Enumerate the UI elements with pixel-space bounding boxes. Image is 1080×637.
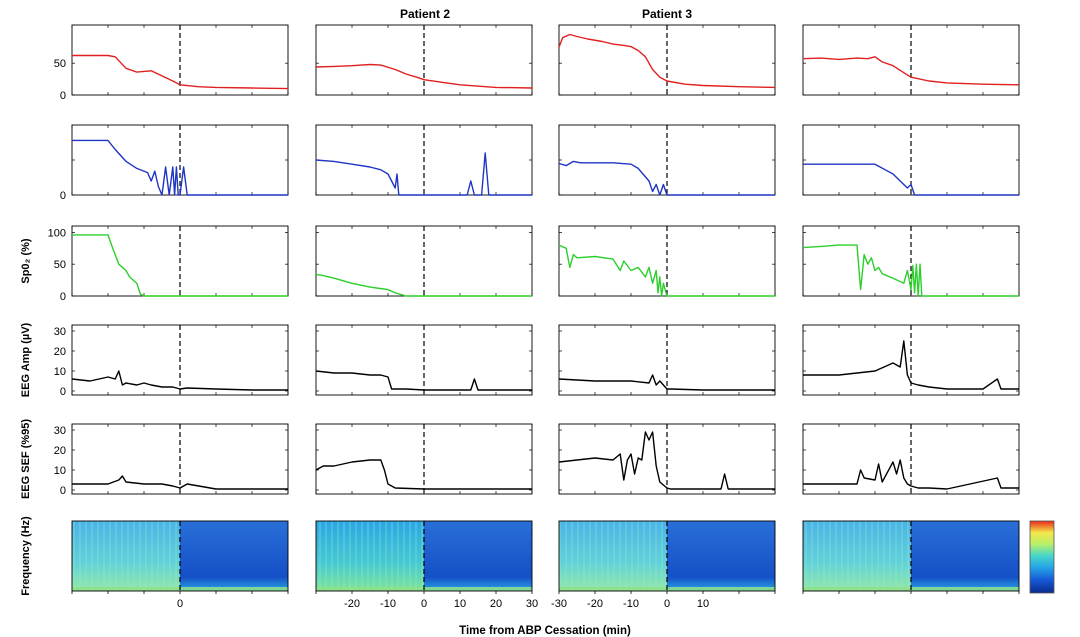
x-tick-label: -10 — [380, 598, 396, 610]
y-tick-label: 50 — [54, 58, 66, 70]
x-tick-label: 0 — [177, 598, 183, 610]
y-tick-label: 0 — [60, 485, 66, 497]
column-title-3: Patient 3 — [642, 7, 692, 21]
x-tick-label: 0 — [664, 598, 670, 610]
eeg_amp-series-line — [803, 340, 1019, 390]
x-tick-label: 0 — [421, 598, 427, 610]
spo2-ylabel: Sp0₂ (%) — [20, 238, 32, 284]
spectrogram-post-region — [424, 521, 532, 591]
eeg_sef-panel-4 — [802, 423, 1020, 495]
spectrogram-ylabel: Frequency (Hz) — [20, 516, 32, 596]
abp-series-line — [802, 56, 1020, 86]
y-tick-label: 20 — [54, 445, 66, 457]
eeg_sef-series-line — [803, 459, 1019, 490]
spo2-panel-1: 0 50 100 — [48, 225, 289, 303]
abp-panel-1: 0 50 — [54, 24, 289, 102]
spo2-series-line — [72, 234, 288, 297]
eeg_sef-panel-1: 0 10 20 30 — [54, 423, 289, 497]
abp-series-line — [72, 54, 289, 90]
colorbar-gradient — [1029, 520, 1055, 594]
x-tick-label: -20 — [344, 598, 360, 610]
eeg_amp-series-line — [71, 370, 288, 391]
spectrogram-panel-2: -20 -10 0 10 20 30 — [315, 520, 538, 610]
eeg_amp-series-line — [558, 374, 775, 391]
row2-series-line — [803, 163, 1019, 196]
eeg_amp-panel-4 — [802, 324, 1020, 396]
spectrogram-post-region — [180, 521, 288, 591]
eeg_sef-series-line — [315, 459, 532, 490]
eeg_amp-panel-3 — [558, 324, 776, 396]
eeg_sef-series-line — [558, 431, 775, 490]
spectrogram-panel-4 — [802, 520, 1020, 594]
colorbar — [1029, 520, 1055, 594]
spo2-panel-3 — [558, 225, 776, 297]
y-tick-label: 0 — [60, 291, 66, 303]
x-tick-label: 10 — [454, 598, 466, 610]
eeg_amp-panel-1: 0 10 20 30 — [54, 324, 289, 398]
spo2-panel-2 — [315, 225, 533, 297]
y-tick-label: 10 — [54, 366, 66, 378]
spectrogram-texture — [559, 521, 667, 591]
abp-series-line — [315, 63, 533, 89]
row2-series-line — [558, 160, 775, 196]
y-tick-label: 0 — [60, 386, 66, 398]
spectrogram-texture — [316, 521, 424, 591]
spectrogram-texture — [72, 521, 180, 591]
spo2-series-line — [558, 244, 775, 297]
eeg_amp-series-line — [315, 370, 532, 391]
x-tick-label: 30 — [526, 598, 538, 610]
spectrogram-post-region — [667, 521, 775, 591]
eeg_amp-panel-2 — [315, 324, 533, 396]
spo2-series-line — [802, 244, 1019, 297]
y-tick-label: 0 — [60, 90, 66, 102]
y-tick-label: 50 — [54, 259, 66, 271]
spo2-series-line — [315, 273, 532, 297]
y-tick-label: 100 — [48, 227, 66, 239]
x-tick-label: 20 — [490, 598, 502, 610]
abp-panel-3 — [558, 24, 776, 96]
x-tick-label: -30 — [551, 598, 567, 610]
x-tick-label: -10 — [623, 598, 639, 610]
column-title-2: Patient 2 — [400, 7, 450, 21]
x-axis-label: Time from ABP Cessation (min) — [459, 625, 631, 637]
row2-panel-3 — [558, 124, 776, 196]
spo2-panel-4 — [802, 225, 1020, 297]
eeg_sef-ylabel: EEG SEF (%95) — [20, 419, 32, 499]
row2-panel-2 — [315, 124, 533, 196]
y-tick-label: 30 — [54, 326, 66, 338]
x-tick-label: 10 — [697, 598, 709, 610]
spectrogram-texture — [803, 521, 911, 591]
row2-panel-1: 0 — [60, 124, 289, 202]
eeg_amp-ylabel: EEG Amp (µV) — [20, 322, 32, 397]
spectrogram-panel-1: 0 — [71, 520, 289, 610]
eeg_sef-panel-3 — [558, 423, 776, 495]
y-tick-label: 10 — [54, 465, 66, 477]
row2-series-line — [315, 152, 532, 196]
eeg_sef-panel-2 — [315, 423, 533, 495]
spectrogram-post-region — [911, 521, 1019, 591]
y-tick-label: 30 — [54, 425, 66, 437]
spectrogram-panel-3: -30 -20 -10 0 10 — [551, 520, 776, 610]
abp-series-line — [558, 33, 776, 89]
x-tick-label: -20 — [587, 598, 603, 610]
abp-panel-4 — [802, 24, 1020, 96]
abp-panel-2 — [315, 24, 533, 96]
eeg_sef-series-line — [72, 475, 288, 490]
y-tick-label: 0 — [60, 190, 66, 202]
row2-series-line — [72, 139, 288, 196]
y-tick-label: 20 — [54, 346, 66, 358]
row2-panel-4 — [802, 124, 1020, 196]
